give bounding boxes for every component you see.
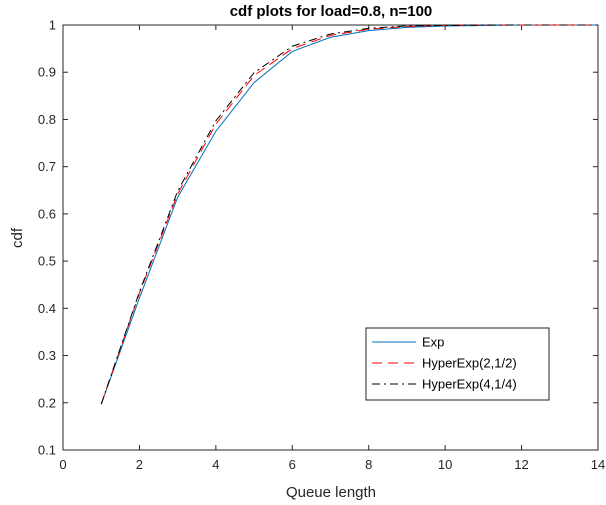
y-tick-label: 0.9 (38, 65, 56, 80)
legend-label-2: HyperExp(2,1/2) (422, 356, 517, 371)
x-tick-label: 14 (591, 457, 605, 472)
legend-label-3: HyperExp(4,1/4) (422, 377, 517, 392)
legend-box (365, 327, 550, 401)
y-tick-label: 1 (49, 18, 56, 33)
x-tick-label: 6 (289, 457, 296, 472)
x-tick-label: 0 (59, 457, 66, 472)
series-line-3 (100, 24, 598, 405)
x-tick-label: 8 (365, 457, 372, 472)
axis-ticks: 0 2 4 6 8 10 12 14 0.1 0.2 0.3 0.4 0.5 0.6 0.7 0.8 0.9 1 (38, 18, 605, 473)
series-line-2 (100, 24, 598, 405)
x-axis-title: Queue length (286, 484, 376, 501)
y-tick-label: 0.6 (38, 206, 56, 221)
legend-label-1: Exp (422, 335, 444, 350)
y-tick-label: 0.5 (38, 254, 56, 269)
y-axis-title: cdf (9, 227, 26, 248)
x-tick-label: 2 (136, 457, 143, 472)
series-layer (100, 24, 598, 405)
y-tick-label: 0.4 (38, 301, 56, 316)
x-tick-label: 12 (514, 457, 528, 472)
y-tick-label: 0.8 (38, 112, 56, 127)
x-tick-label: 4 (212, 457, 219, 472)
y-tick-label: 0.7 (38, 159, 56, 174)
y-tick-label: 0.2 (38, 395, 56, 410)
legend: Exp HyperExp(2,1/2) HyperExp(4,1/4) (365, 327, 550, 401)
y-tick-label: 0.3 (38, 348, 56, 363)
series-line-1 (100, 24, 598, 405)
y-tick-label: 0.1 (38, 443, 56, 458)
x-tick-label: 10 (438, 457, 452, 472)
chart-title: cdf plots for load=0.8, n=100 (230, 3, 433, 20)
